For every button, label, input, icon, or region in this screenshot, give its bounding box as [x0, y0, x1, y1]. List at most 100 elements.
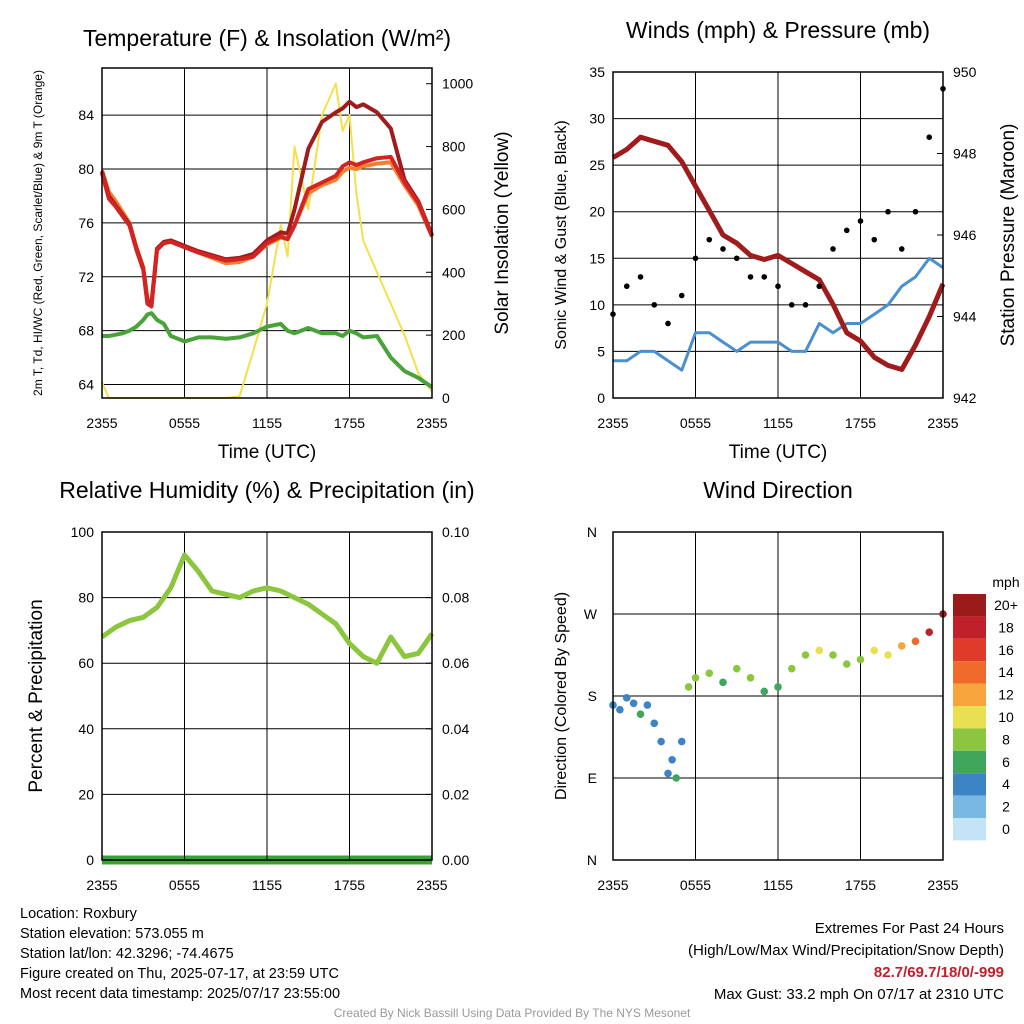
y-axis-label-right: Solar Insolation (Yellow)	[492, 131, 513, 334]
y-right-tick-label: 0.10	[442, 524, 469, 540]
y-right-tick-label: 0.06	[442, 655, 469, 671]
gust-point	[678, 292, 685, 299]
direction-point	[911, 637, 920, 646]
y-tick-label: N	[587, 524, 597, 540]
y-tick-label: 40	[78, 721, 94, 737]
y-tick-label: 64	[78, 377, 94, 393]
y-right-tick-label: 944	[953, 309, 977, 325]
series-station-pressure	[611, 134, 946, 372]
y-right-tick-label: 800	[442, 139, 466, 155]
chart-title: Winds (mph) & Pressure (mb)	[626, 17, 930, 43]
y-tick-label: 25	[589, 157, 605, 173]
y-tick-label: 20	[589, 204, 605, 220]
direction-point	[897, 642, 906, 650]
direction-point	[657, 737, 665, 746]
legend-label: 20+	[994, 597, 1018, 613]
y-axis-label: Percent & Precipitation	[26, 599, 47, 792]
legend-label: 12	[998, 687, 1014, 703]
legend-title: mph	[992, 574, 1019, 590]
legend-swatch	[953, 638, 986, 662]
y-tick-label: 84	[78, 107, 94, 123]
direction-point	[774, 683, 782, 691]
y-tick-label: 0	[597, 390, 605, 406]
x-tick-label: 1155	[763, 415, 793, 431]
y-right-tick-label: 946	[953, 227, 977, 243]
gust-point	[830, 246, 836, 252]
y-axis-label-right: Station Pressure (Maroon)	[998, 124, 1019, 347]
direction-point	[672, 774, 681, 782]
y-right-tick-label: 0.00	[442, 852, 469, 868]
legend-label: 16	[998, 642, 1014, 658]
x-tick-label: 0555	[169, 877, 200, 893]
legend-swatch	[953, 728, 986, 751]
x-tick-label: 0555	[680, 415, 711, 431]
y-right-tick-label: 0.02	[442, 786, 469, 802]
gust-point	[816, 283, 823, 290]
station-location: Location: Roxbury	[20, 906, 137, 922]
direction-point	[842, 660, 851, 668]
series-2m-temperature	[100, 154, 434, 309]
recent-timestamp: Most recent data timestamp: 2025/07/17 2…	[20, 986, 341, 1002]
direction-point	[801, 651, 810, 659]
y-tick-label: 72	[78, 269, 94, 285]
direction-point	[684, 683, 693, 691]
credit-line: Created By Nick Bassill Using Data Provi…	[333, 1006, 691, 1020]
legend-swatch	[953, 683, 986, 706]
series-dewpoint	[102, 311, 434, 389]
y-right-tick-label: 0.04	[442, 721, 469, 737]
y-tick-label: 80	[78, 590, 94, 606]
gust-point	[637, 274, 644, 280]
gust-point	[733, 255, 740, 262]
y-right-tick-label: 600	[442, 201, 466, 217]
max-gust: Max Gust: 33.2 mph On 07/17 at 2310 UTC	[713, 986, 1004, 1003]
y-tick-label: 15	[589, 250, 605, 266]
y-right-tick-label: 950	[953, 64, 977, 80]
direction-point	[719, 678, 727, 687]
x-tick-label: 1755	[845, 877, 876, 893]
gust-point	[665, 320, 671, 327]
x-tick-label: 2355	[597, 415, 628, 431]
chart-panel-1: Temperature (F) & Insolation (W/m²) 64 68 7…	[31, 25, 513, 463]
gust-point	[775, 283, 781, 290]
legend-label: 0	[1002, 821, 1010, 837]
legend-swatch	[953, 795, 986, 818]
direction-point	[636, 710, 645, 719]
x-tick-label: 1755	[334, 415, 365, 431]
x-tick-label: 1755	[845, 415, 876, 431]
extremes-values: 82.7/69.7/18/0/-999	[873, 964, 1004, 981]
charts-canvas: Temperature (F) & Insolation (W/m²)64687…	[26, 17, 1020, 893]
x-axis-label: Time (UTC)	[729, 442, 828, 463]
y-right-tick-label: 942	[953, 390, 977, 406]
gust-point	[802, 302, 809, 308]
direction-point	[668, 755, 676, 764]
direction-point	[732, 664, 741, 673]
legend-label: 8	[1002, 731, 1010, 747]
direction-point	[650, 719, 659, 728]
y-right-tick-label: 1000	[442, 76, 473, 92]
chart-title: Temperature (F) & Insolation (W/m²)	[83, 25, 451, 51]
x-tick-label: 2355	[416, 415, 447, 431]
x-tick-label: 2355	[416, 877, 447, 893]
y-tick-label: 30	[589, 111, 605, 127]
x-axis-label: Time (UTC)	[218, 442, 317, 463]
legend-swatch	[953, 661, 986, 684]
y-tick-label: 35	[589, 64, 605, 80]
station-info: Location: Roxbury Station elevation: 573…	[20, 904, 340, 1004]
gust-point	[871, 236, 878, 243]
legend-swatch	[953, 773, 986, 796]
x-tick-label: 1155	[763, 877, 793, 893]
direction-point	[629, 699, 638, 708]
y-right-tick-label: 0	[442, 390, 450, 406]
direction-point	[925, 628, 934, 637]
direction-point	[746, 673, 755, 682]
x-tick-label: 1755	[334, 877, 365, 893]
direction-point	[705, 669, 714, 678]
legend-swatch	[953, 594, 986, 617]
direction-point	[616, 705, 624, 714]
y-axis-label: 2m T, Td, HI/WC (Red, Green, Scarlet/Blu…	[31, 70, 45, 396]
gust-point	[761, 274, 768, 280]
x-tick-label: 2355	[86, 415, 117, 431]
legend-swatch	[953, 706, 986, 729]
chart-panel-3: Relative Humidity (%) & Precipitation (i…	[26, 477, 475, 893]
legend-label: 2	[1002, 799, 1010, 815]
